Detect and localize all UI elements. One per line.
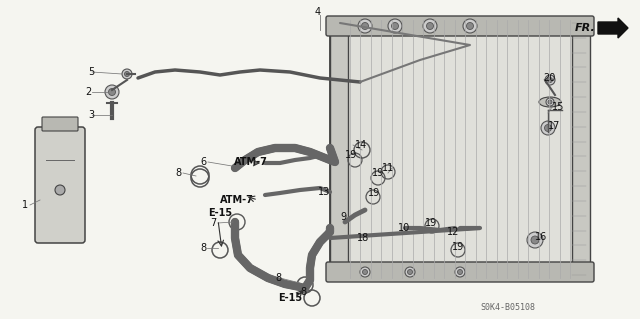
Circle shape [362,270,367,275]
Bar [330,18,590,280]
Circle shape [362,23,369,29]
Circle shape [55,185,65,195]
Text: 1: 1 [22,200,28,210]
Text: 12: 12 [447,227,460,237]
Circle shape [455,267,465,277]
Circle shape [388,19,402,33]
Text: 4: 4 [315,7,321,17]
Text: 11: 11 [382,163,394,173]
Circle shape [541,121,555,135]
FancyBboxPatch shape [326,262,594,282]
Ellipse shape [539,97,561,107]
Circle shape [105,85,119,99]
Circle shape [392,23,399,29]
Circle shape [545,75,555,85]
Text: 14: 14 [355,140,367,150]
Circle shape [358,19,372,33]
Text: 18: 18 [357,233,369,243]
Text: 19: 19 [372,168,384,178]
Text: 13: 13 [318,187,330,197]
Circle shape [426,23,433,29]
Circle shape [463,19,477,33]
Text: FR.: FR. [575,23,596,33]
Circle shape [458,270,463,275]
FancyBboxPatch shape [42,117,78,131]
Text: 9: 9 [340,212,346,222]
Text: 8: 8 [275,273,281,283]
Text: 8: 8 [200,243,206,253]
Circle shape [408,270,413,275]
Text: 17: 17 [548,121,561,131]
Text: 7: 7 [210,218,216,228]
Circle shape [548,100,552,104]
Text: 15: 15 [552,102,564,112]
FancyBboxPatch shape [35,127,85,243]
Circle shape [423,19,437,33]
Text: 8: 8 [175,168,181,178]
Text: 8: 8 [300,287,306,297]
Circle shape [360,267,370,277]
Text: 19: 19 [452,242,464,252]
Circle shape [527,232,543,248]
Polygon shape [598,18,628,38]
Bar [330,18,348,280]
Text: 5: 5 [88,67,94,77]
Text: S0K4-B05108: S0K4-B05108 [480,303,535,313]
Text: ATM-7: ATM-7 [220,195,254,205]
Text: 2: 2 [85,87,92,97]
Text: 10: 10 [398,223,410,233]
Circle shape [546,98,554,106]
Text: E-15: E-15 [208,208,232,218]
Text: ATM-7: ATM-7 [234,157,268,167]
Text: E-15: E-15 [278,293,302,303]
Text: 3: 3 [88,110,94,120]
Circle shape [531,236,539,244]
Text: 19: 19 [368,188,380,198]
Circle shape [122,69,132,79]
Text: 16: 16 [535,232,547,242]
Circle shape [545,124,552,131]
Circle shape [405,267,415,277]
FancyBboxPatch shape [326,16,594,36]
Text: 20: 20 [543,73,556,83]
Text: 19: 19 [345,150,357,160]
Bar [572,18,590,280]
Circle shape [125,71,129,77]
Text: 19: 19 [425,218,437,228]
Circle shape [109,88,115,95]
Text: 6: 6 [200,157,206,167]
Circle shape [547,78,552,83]
Circle shape [467,23,474,29]
